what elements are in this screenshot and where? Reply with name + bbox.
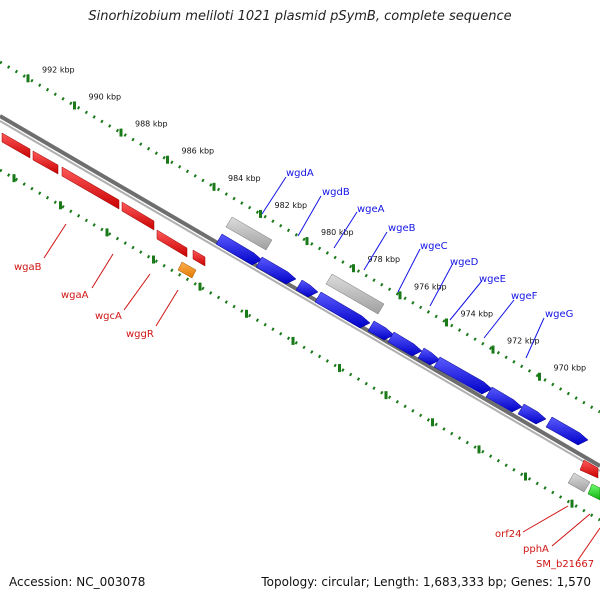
label-wgeC[interactable]: wgeC bbox=[420, 241, 448, 252]
scale-label: 980 kbp bbox=[321, 228, 354, 237]
label-wgeA[interactable]: wgeA bbox=[357, 204, 385, 215]
label-wgeD[interactable]: wgeD bbox=[450, 257, 479, 268]
scale-label: 992 kbp bbox=[42, 65, 75, 74]
label-SM_b21667[interactable]: SM_b21667 bbox=[536, 559, 594, 570]
scale-label: 990 kbp bbox=[89, 92, 122, 101]
gene-wggR[interactable] bbox=[156, 229, 188, 258]
reverse-gene-labels: wgaB wgaA wgcA wggR orf24 pphA SM_b21667 bbox=[14, 262, 594, 570]
label-wgdA[interactable]: wgdA bbox=[286, 168, 314, 179]
label-orf24[interactable]: orf24 bbox=[495, 529, 521, 540]
scale-label: 972 kbp bbox=[507, 337, 540, 346]
scale-label: 974 kbp bbox=[461, 309, 494, 318]
forward-gene-labels: wgdA wgdB wgeA wgeB wgeC wgeD wgeE wgeF … bbox=[286, 168, 573, 320]
major-ticks bbox=[12, 74, 574, 508]
gene-wgaB-2[interactable] bbox=[32, 150, 59, 175]
scale-label: 988 kbp bbox=[135, 120, 168, 129]
label-wgeG[interactable]: wgeG bbox=[545, 309, 573, 320]
label-wgeB[interactable]: wgeB bbox=[388, 223, 416, 234]
label-wgeE[interactable]: wgeE bbox=[479, 274, 506, 285]
accession-text: Accession: NC_003078 bbox=[9, 575, 146, 589]
scale-label: 982 kbp bbox=[275, 201, 308, 210]
scale-label: 986 kbp bbox=[182, 147, 215, 156]
gene-wgeE-2[interactable] bbox=[433, 356, 493, 395]
backbone-line-inner bbox=[0, 120, 600, 472]
gene-extra-green[interactable] bbox=[587, 483, 600, 501]
forward-label-leaders bbox=[261, 176, 545, 359]
scale-label: 970 kbp bbox=[554, 364, 587, 373]
gene-wgaA[interactable] bbox=[61, 166, 120, 210]
gene-wgcA[interactable] bbox=[121, 201, 155, 231]
label-pphA[interactable]: pphA bbox=[523, 544, 549, 555]
scale-label: 984 kbp bbox=[228, 174, 261, 183]
gene-wgaB[interactable] bbox=[1, 132, 31, 159]
scale-labels: 992 kbp 990 kbp 988 kbp 986 kbp 984 kbp 982 k… bbox=[42, 65, 586, 372]
gene-wgeG-1[interactable] bbox=[517, 403, 547, 425]
label-wgaA[interactable]: wgaA bbox=[61, 290, 89, 301]
outer-scale-track bbox=[0, 60, 600, 414]
gene-wgeB[interactable] bbox=[314, 291, 371, 329]
map-title: Sinorhizobium meliloti 1021 plasmid pSym… bbox=[88, 9, 512, 24]
feature-gray-2[interactable] bbox=[325, 273, 385, 315]
gene-wgeE[interactable] bbox=[417, 347, 441, 366]
gene-wgdA[interactable] bbox=[215, 233, 263, 266]
gene-wgdB[interactable] bbox=[255, 256, 297, 285]
gene-orf24[interactable] bbox=[579, 459, 599, 479]
gene-wgeC[interactable] bbox=[367, 320, 395, 341]
scale-label: 978 kbp bbox=[368, 255, 401, 264]
scale-label: 976 kbp bbox=[414, 282, 447, 291]
gene-wgeA[interactable] bbox=[295, 279, 319, 298]
label-wgcA[interactable]: wgcA bbox=[95, 311, 122, 322]
topology-text: Topology: circular; Length: 1,683,333 bp… bbox=[261, 575, 591, 589]
feature-gray-1[interactable] bbox=[225, 216, 273, 251]
gene-features bbox=[1, 132, 600, 501]
label-wgeF[interactable]: wgeF bbox=[511, 291, 538, 302]
gene-wgeF[interactable] bbox=[485, 386, 523, 413]
label-wgaB[interactable]: wgaB bbox=[14, 262, 42, 273]
label-wgdB[interactable]: wgdB bbox=[322, 187, 350, 198]
label-wggR[interactable]: wggR bbox=[126, 329, 154, 340]
reverse-label-leaders bbox=[43, 223, 600, 561]
gene-wgeG-2[interactable] bbox=[545, 416, 589, 446]
rna-feature[interactable] bbox=[177, 261, 197, 279]
gene-wggR-2[interactable] bbox=[192, 249, 206, 267]
gene-wgeD[interactable] bbox=[387, 331, 423, 357]
feature-gray-3[interactable] bbox=[567, 472, 591, 493]
